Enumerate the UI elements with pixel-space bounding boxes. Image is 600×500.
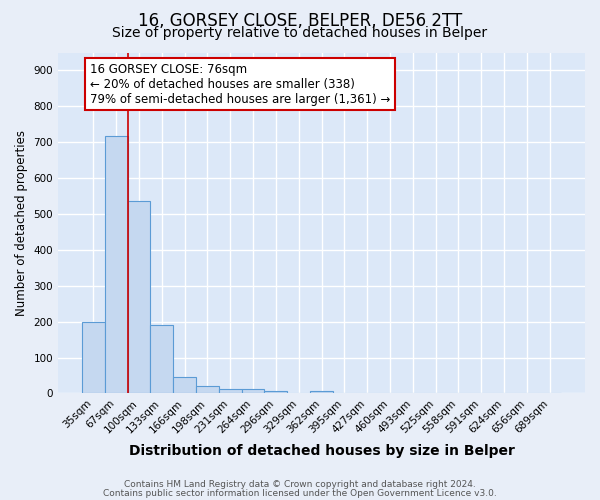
Text: 16, GORSEY CLOSE, BELPER, DE56 2TT: 16, GORSEY CLOSE, BELPER, DE56 2TT	[138, 12, 462, 30]
Text: Size of property relative to detached houses in Belper: Size of property relative to detached ho…	[112, 26, 488, 40]
Bar	[105, 136, 128, 394]
Bar	[128, 202, 151, 394]
Bar	[173, 378, 196, 394]
Text: Contains public sector information licensed under the Open Government Licence v3: Contains public sector information licen…	[103, 488, 497, 498]
Text: Contains HM Land Registry data © Crown copyright and database right 2024.: Contains HM Land Registry data © Crown c…	[124, 480, 476, 489]
Text: 16 GORSEY CLOSE: 76sqm
← 20% of detached houses are smaller (338)
79% of semi-de: 16 GORSEY CLOSE: 76sqm ← 20% of detached…	[89, 62, 390, 106]
Bar	[219, 389, 242, 394]
Bar	[310, 390, 333, 394]
Bar	[82, 322, 105, 394]
Bar	[151, 326, 173, 394]
X-axis label: Distribution of detached houses by size in Belper: Distribution of detached houses by size …	[128, 444, 514, 458]
Y-axis label: Number of detached properties: Number of detached properties	[15, 130, 28, 316]
Bar	[265, 390, 287, 394]
Bar	[196, 386, 219, 394]
Bar	[242, 389, 265, 394]
